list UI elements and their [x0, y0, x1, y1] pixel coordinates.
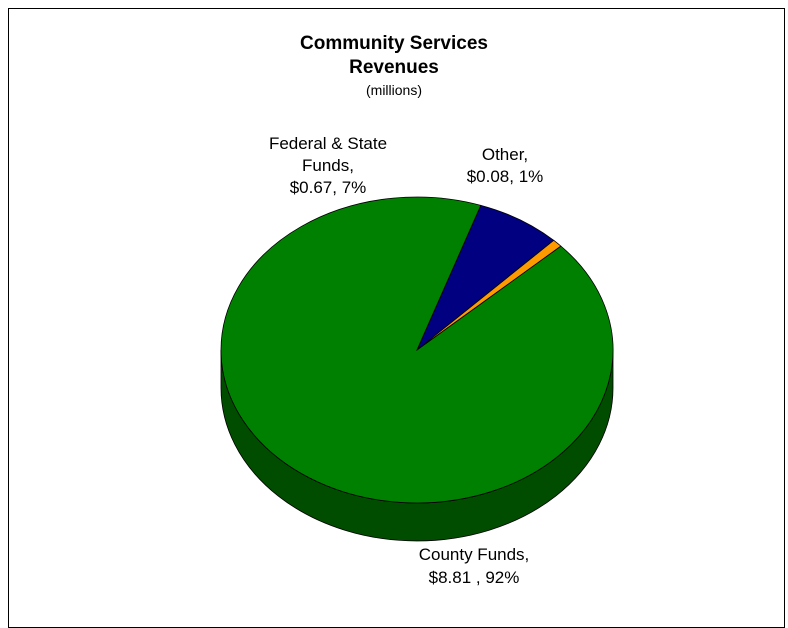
slice-label-2: County Funds, $8.81 , 92%: [419, 545, 530, 587]
slice-label-line: Other,: [482, 145, 528, 164]
slice-label-line: $0.08, 1%: [467, 167, 544, 186]
slice-label-line: $0.67, 7%: [290, 178, 367, 197]
chart-subtitle: (millions): [366, 82, 422, 98]
slice-label-0: Federal & State Funds, $0.67, 7%: [269, 134, 387, 197]
slice-label-1: Other, $0.08, 1%: [467, 145, 544, 186]
chart-title: Community Services: [300, 33, 488, 54]
slice-label-line: County Funds,: [419, 545, 530, 564]
slice-label-line: $8.81 , 92%: [429, 568, 520, 587]
chart-title-line2: Revenues: [349, 57, 439, 78]
slice-label-line: Federal & State: [269, 134, 387, 153]
slice-label-line: Funds,: [302, 156, 354, 175]
pie-slice-2: [220, 196, 614, 504]
